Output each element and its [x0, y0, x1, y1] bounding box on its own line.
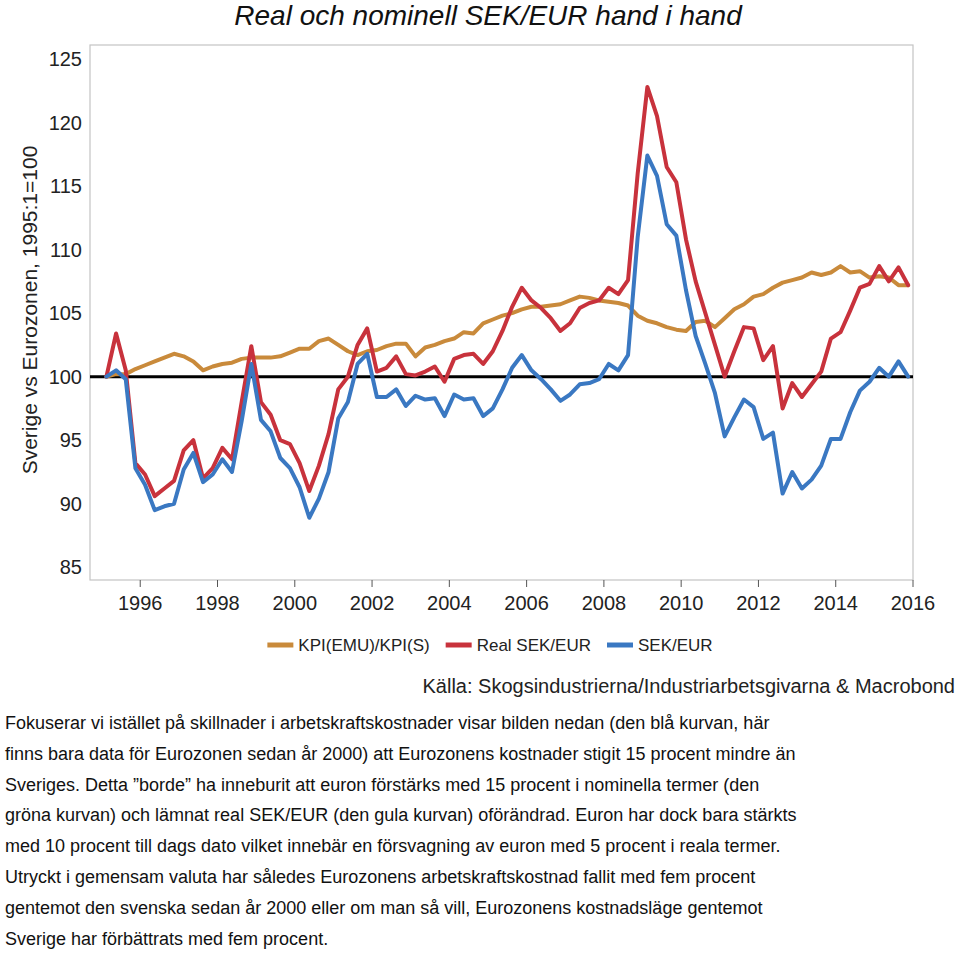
- x-tick-mark: [449, 580, 450, 587]
- y-tick-label: 125: [49, 48, 82, 70]
- legend-swatch: [446, 643, 472, 648]
- x-tick-mark: [526, 580, 527, 587]
- plot-frame: [90, 45, 913, 580]
- y-tick-label: 95: [60, 429, 82, 451]
- plot-area: [90, 87, 913, 518]
- x-tick-label: 2006: [504, 592, 549, 614]
- series-line: [106, 87, 908, 496]
- y-tick-label: 110: [50, 239, 82, 261]
- x-tick-label: 1996: [118, 592, 163, 614]
- body-text-line: gentemot den svenska sedan år 2000 eller…: [5, 898, 762, 918]
- legend-swatch: [607, 643, 633, 648]
- legend-label: SEK/EUR: [638, 636, 713, 655]
- x-tick-label: 2002: [350, 592, 395, 614]
- reference-line: [90, 375, 913, 378]
- x-tick-label: 2014: [813, 592, 858, 614]
- x-tick-mark: [140, 580, 141, 587]
- body-text-line: med 10 procent till dags dato vilket inn…: [5, 836, 780, 856]
- x-tick-mark: [835, 580, 836, 587]
- legend-label: KPI(EMU)/KPI(S): [298, 636, 429, 655]
- y-tick-label: 115: [50, 175, 82, 197]
- legend-swatch: [267, 643, 293, 648]
- x-tick-mark: [913, 580, 914, 587]
- y-axis-label: Sverige vs Eurozonen, 1995:1=100: [18, 146, 41, 475]
- y-tick-label: 85: [60, 556, 82, 578]
- y-tick-label: 105: [49, 302, 82, 324]
- legend-label: Real SEK/EUR: [477, 636, 591, 655]
- x-tick-label: 2016: [891, 592, 936, 614]
- x-tick-label: 2004: [427, 592, 472, 614]
- body-text-line: Sveriges. Detta ”borde” ha inneburit att…: [5, 775, 759, 795]
- x-tick-label: 2010: [659, 592, 704, 614]
- x-tick-mark: [681, 580, 682, 587]
- x-tick-mark: [217, 580, 218, 587]
- x-tick-label: 2000: [273, 592, 318, 614]
- x-tick-label: 2008: [582, 592, 627, 614]
- legend: KPI(EMU)/KPI(S) Real SEK/EUR SEK/EUR: [267, 636, 712, 655]
- y-tick-label: 90: [60, 493, 82, 515]
- chart-title: Real och nominell SEK/EUR hand i hand: [234, 0, 743, 31]
- x-tick-mark: [603, 580, 604, 587]
- y-tick-label: 120: [49, 112, 82, 134]
- x-tick-label: 2012: [736, 592, 781, 614]
- body-text-line: Utryckt i gemensam valuta har således Eu…: [5, 867, 755, 887]
- body-text-line: Fokuserar vi istället på skillnader i ar…: [5, 713, 769, 733]
- series-line: [106, 156, 908, 518]
- x-tick-label: 1998: [195, 592, 240, 614]
- x-tick-mark: [294, 580, 295, 587]
- x-tick-mark: [372, 580, 373, 587]
- body-text-line: gröna kurvan) och lämnat real SEK/EUR (d…: [5, 805, 796, 825]
- body-text-line: finns bara data för Eurozonen sedan år 2…: [5, 744, 796, 764]
- body-text-line: Sverige har förbättrats med fem procent.: [5, 929, 328, 949]
- x-tick-mark: [758, 580, 759, 587]
- chart-root: Real och nominell SEK/EUR hand i hand Sve…: [0, 0, 960, 960]
- source-note: Källa: Skogsindustrierna/Industriarbetsg…: [422, 675, 955, 697]
- y-tick-label: 100: [49, 366, 82, 388]
